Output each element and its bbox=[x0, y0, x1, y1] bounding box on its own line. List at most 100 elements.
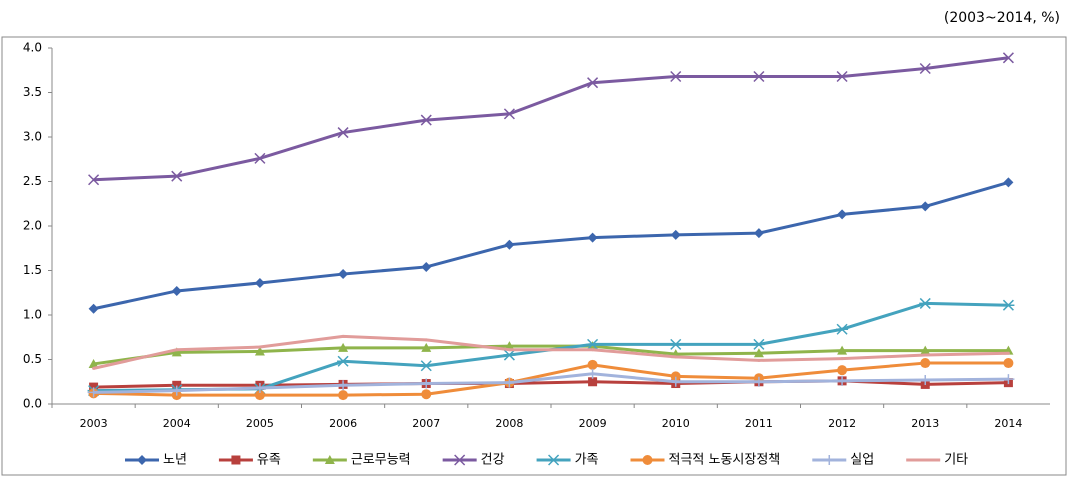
marker bbox=[337, 127, 349, 139]
marker bbox=[171, 285, 182, 296]
y-tick-label: 3.5 bbox=[23, 85, 42, 99]
legend-label: 건강 bbox=[481, 453, 505, 468]
marker bbox=[836, 323, 849, 335]
point bbox=[591, 348, 595, 352]
x-tick-label: 2006 bbox=[329, 417, 357, 430]
marker bbox=[920, 201, 931, 212]
y-tick-label: 1.0 bbox=[23, 308, 42, 322]
marker bbox=[89, 382, 99, 392]
marker bbox=[503, 349, 516, 361]
y-tick-label: 0.5 bbox=[23, 352, 42, 366]
marker bbox=[254, 277, 265, 288]
chart-frame bbox=[1, 36, 1067, 476]
marker bbox=[421, 342, 432, 352]
marker bbox=[920, 345, 931, 355]
y-tick-label: 0.0 bbox=[23, 397, 42, 411]
marker bbox=[919, 297, 932, 309]
marker bbox=[670, 70, 682, 83]
marker bbox=[503, 108, 515, 120]
point bbox=[424, 338, 428, 342]
marker bbox=[254, 346, 265, 356]
marker bbox=[454, 454, 466, 466]
marker bbox=[753, 228, 764, 239]
marker bbox=[254, 152, 266, 164]
marker bbox=[836, 70, 848, 83]
marker bbox=[503, 377, 516, 388]
x-tick-label: 2010 bbox=[662, 417, 690, 430]
marker bbox=[669, 338, 682, 350]
marker bbox=[752, 338, 765, 350]
marker bbox=[420, 360, 433, 372]
marker bbox=[337, 355, 350, 367]
marker bbox=[753, 348, 764, 358]
marker bbox=[421, 261, 432, 272]
x-tick-label: 2005 bbox=[246, 417, 274, 430]
y-tick-label: 2.0 bbox=[23, 219, 42, 233]
marker bbox=[420, 114, 432, 126]
marker bbox=[137, 455, 147, 465]
point bbox=[258, 345, 262, 349]
x-tick-label: 2011 bbox=[745, 417, 773, 430]
marker bbox=[1003, 177, 1014, 188]
x-tick-label: 2003 bbox=[80, 417, 108, 430]
marker bbox=[88, 174, 100, 186]
x-tick-label: 2008 bbox=[495, 417, 523, 430]
x-tick-label: 2014 bbox=[994, 417, 1022, 430]
legend-label: 기타 bbox=[944, 453, 968, 468]
marker bbox=[669, 376, 682, 387]
marker bbox=[1002, 299, 1015, 311]
marker bbox=[823, 455, 836, 465]
legend-label: 유족 bbox=[257, 453, 281, 468]
chart-note: (2003~2014, %) bbox=[944, 10, 1060, 26]
marker bbox=[338, 390, 349, 401]
marker bbox=[171, 170, 183, 182]
point bbox=[92, 366, 96, 370]
y-tick-label: 3.0 bbox=[23, 130, 42, 144]
marker bbox=[504, 239, 515, 250]
series-line bbox=[93, 56, 1009, 182]
y-tick-label: 1.5 bbox=[23, 263, 42, 277]
marker bbox=[254, 390, 265, 401]
point bbox=[341, 334, 345, 338]
point bbox=[840, 357, 844, 361]
series-line bbox=[93, 361, 1009, 397]
legend-label: 실업 bbox=[850, 453, 874, 468]
marker bbox=[642, 455, 653, 465]
marker bbox=[420, 378, 433, 389]
marker bbox=[920, 358, 931, 369]
legend-label: 노년 bbox=[163, 453, 187, 468]
marker bbox=[670, 371, 681, 382]
marker bbox=[587, 77, 599, 89]
marker bbox=[547, 454, 560, 466]
marker bbox=[338, 342, 349, 352]
legend-label: 근로무능력 bbox=[351, 453, 411, 468]
series-line bbox=[93, 334, 1009, 370]
marker bbox=[1003, 358, 1014, 369]
marker bbox=[670, 229, 681, 240]
marker bbox=[87, 387, 100, 398]
marker bbox=[421, 389, 432, 400]
legend-label: 적극적 노동시장정책 bbox=[669, 453, 781, 468]
series-line bbox=[93, 180, 1009, 311]
marker bbox=[253, 382, 266, 393]
marker bbox=[587, 232, 598, 243]
series-line bbox=[93, 372, 1009, 394]
marker bbox=[837, 209, 848, 220]
point bbox=[175, 348, 179, 352]
marker bbox=[837, 365, 848, 376]
marker bbox=[88, 358, 99, 368]
marker bbox=[587, 359, 598, 370]
marker bbox=[1002, 52, 1014, 64]
marker bbox=[171, 347, 182, 357]
marker bbox=[1002, 374, 1015, 385]
point bbox=[674, 355, 678, 359]
marker bbox=[836, 375, 849, 386]
y-tick-label: 2.5 bbox=[23, 174, 42, 188]
point bbox=[1006, 351, 1010, 355]
series-line bbox=[93, 344, 1009, 366]
point bbox=[507, 348, 511, 352]
point bbox=[923, 353, 927, 357]
marker bbox=[338, 269, 349, 280]
legend-label: 가족 bbox=[575, 453, 599, 468]
